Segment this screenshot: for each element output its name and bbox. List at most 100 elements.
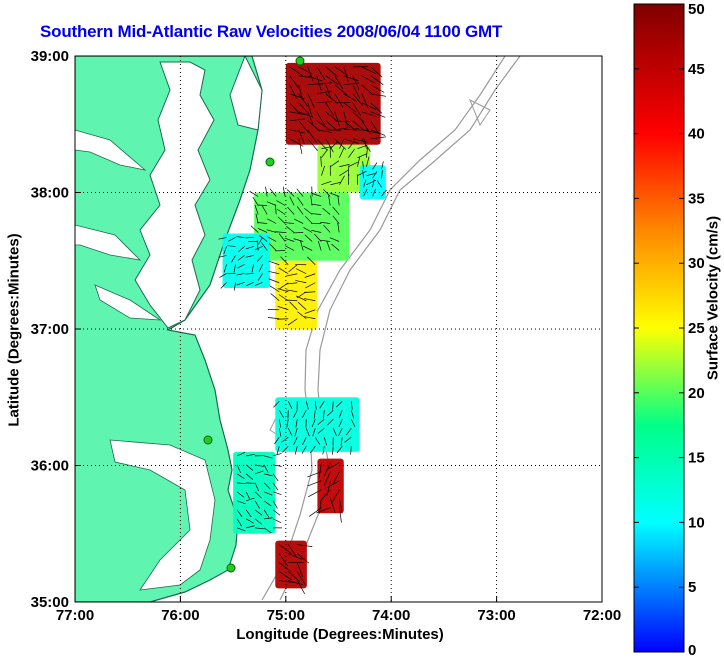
velocity-arrow — [323, 224, 331, 233]
velocity-arrow — [362, 170, 364, 179]
velocity-arrow — [305, 428, 310, 437]
velocity-arrow — [263, 500, 272, 507]
velocity-arrow — [317, 240, 322, 251]
velocity-arrow — [245, 273, 254, 275]
velocity-arrow — [307, 471, 322, 478]
velocity-arrow — [320, 221, 331, 224]
x-tick-label: 77:00 — [56, 607, 94, 624]
velocity-arrow — [316, 129, 333, 133]
velocity-arrow — [307, 102, 313, 118]
velocity-arrow — [289, 66, 303, 77]
velocity-arrow — [288, 264, 298, 273]
velocity-arrow — [297, 544, 313, 547]
station-marker — [265, 157, 275, 167]
velocity-arrow — [272, 518, 282, 523]
velocity-arrow — [357, 153, 368, 159]
velocity-arrow — [334, 127, 351, 131]
velocity-arrow — [280, 256, 289, 265]
velocity-arrow — [272, 509, 281, 516]
velocity-arrow — [339, 148, 345, 158]
albemarle-sound — [109, 439, 216, 591]
velocity-arrow — [334, 75, 344, 90]
velocity-arrow — [325, 111, 339, 122]
velocity-arrow — [330, 160, 340, 168]
velocity-arrow — [276, 200, 286, 206]
velocity-arrow — [319, 401, 325, 409]
y-tick-label: 37:00 — [31, 321, 69, 338]
velocity-arrow — [322, 446, 325, 455]
velocity-arrow — [328, 195, 331, 206]
velocity-arrow — [366, 156, 370, 167]
y-tick-label: 35:00 — [31, 594, 69, 611]
velocity-patch — [359, 165, 386, 200]
velocity-arrow — [276, 446, 280, 455]
velocity-arrow — [298, 75, 315, 79]
velocity-arrow — [302, 437, 307, 445]
velocity-arrow — [337, 195, 340, 206]
y-tick-label: 38:00 — [31, 185, 69, 202]
velocity-arrow — [362, 161, 364, 170]
velocity-arrow — [254, 518, 263, 525]
velocity-arrow — [269, 188, 277, 197]
velocity-arrow — [293, 238, 304, 242]
velocity-arrow — [251, 264, 254, 273]
velocity-arrow — [334, 93, 344, 108]
velocity-arrow — [227, 245, 236, 247]
velocity-arrow — [259, 235, 268, 242]
velocity-arrow — [279, 580, 295, 583]
velocity-arrow — [314, 437, 320, 445]
velocity-arrow — [381, 189, 387, 197]
velocity-arrow — [246, 453, 255, 457]
velocity-arrow — [339, 507, 342, 523]
velocity-arrow — [236, 464, 241, 474]
velocity-arrow — [366, 147, 368, 158]
velocity-arrow — [370, 75, 384, 86]
velocity-arrow — [307, 480, 322, 487]
velocity-arrow — [254, 246, 263, 251]
velocity-arrow — [307, 75, 323, 82]
velocity-arrow — [272, 491, 282, 496]
velocity-arrow — [296, 268, 307, 275]
velocity-arrow — [339, 163, 350, 168]
velocity-arrow — [348, 149, 355, 158]
velocity-arrow — [305, 216, 313, 224]
plot-frame — [74, 55, 603, 603]
velocity-arrow — [288, 553, 303, 560]
velocity-arrow — [343, 66, 349, 82]
velocity-arrow — [330, 181, 341, 186]
station-marker — [226, 563, 236, 573]
velocity-arrow — [245, 491, 251, 500]
velocity-arrow — [307, 256, 316, 265]
velocity-arrow — [263, 527, 272, 534]
velocity-arrow — [298, 84, 303, 100]
velocity-arrow — [296, 580, 305, 595]
velocity-arrow — [366, 172, 377, 177]
velocity-arrow — [303, 227, 313, 233]
velocity-arrow — [316, 82, 333, 86]
velocity-arrow — [261, 205, 268, 215]
velocity-arrow — [370, 102, 383, 114]
velocity-arrow — [332, 446, 334, 455]
velocity-arrow — [314, 233, 322, 242]
velocity-arrow — [286, 299, 298, 302]
velocity-arrow — [337, 222, 340, 233]
velocity-arrow — [332, 428, 337, 437]
velocity-arrow — [304, 298, 316, 302]
velocity-arrow — [263, 491, 273, 496]
y-tick-label: 39:00 — [31, 48, 69, 65]
velocity-arrow — [316, 120, 330, 130]
velocity-arrow — [289, 75, 300, 89]
velocity-arrow — [276, 208, 286, 215]
velocity-arrow — [363, 188, 368, 197]
velocity-arrow — [332, 401, 334, 410]
velocity-arrow — [297, 197, 304, 206]
velocity-arrow — [236, 500, 246, 505]
map-title: Southern Mid-Atlantic Raw Velocities 200… — [40, 22, 503, 41]
velocity-arrow — [321, 165, 325, 176]
velocity-arrow — [286, 289, 298, 293]
velocity-arrow — [323, 410, 325, 419]
velocity-arrow — [330, 498, 336, 514]
velocity-arrow — [298, 138, 303, 154]
velocity-arrow — [245, 255, 254, 258]
velocity-arrow — [305, 401, 309, 410]
